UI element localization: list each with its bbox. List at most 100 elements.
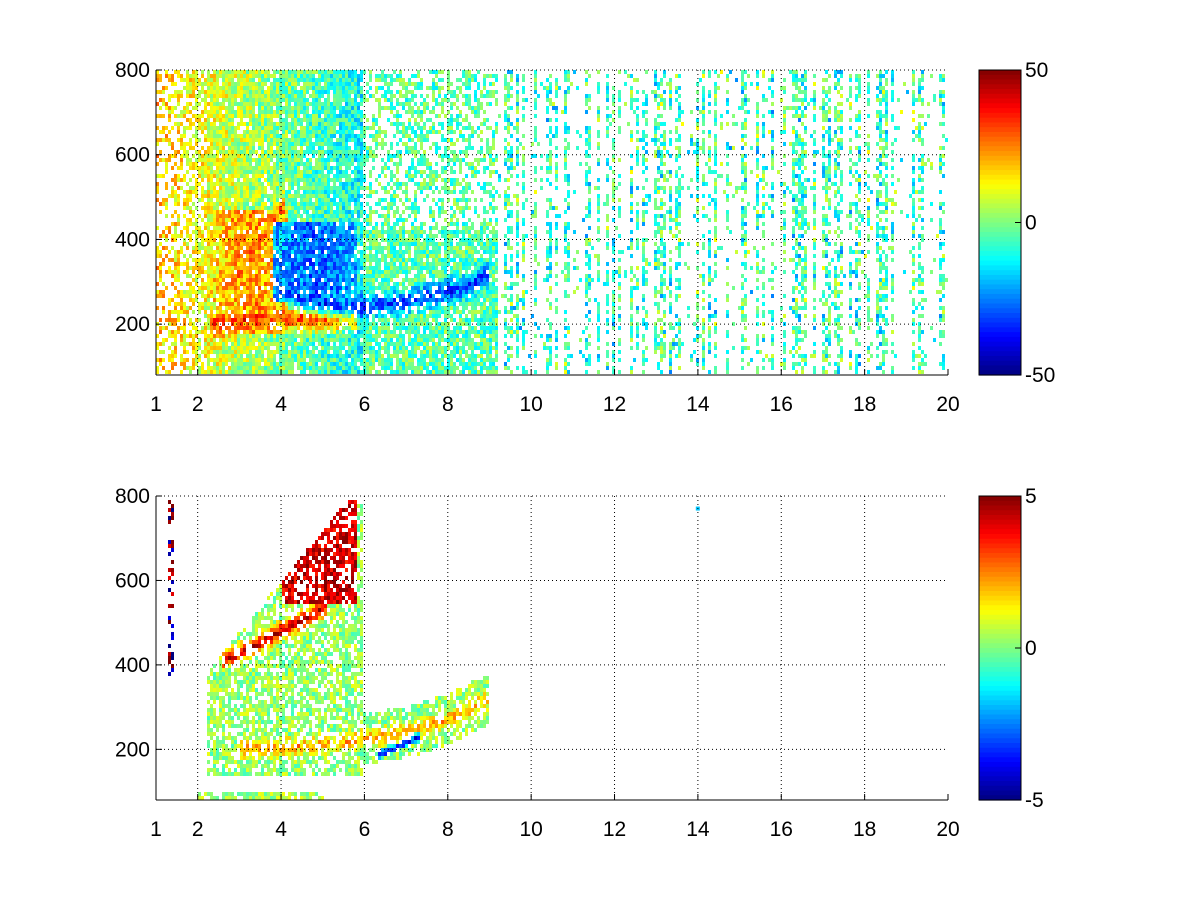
heatmap-cell xyxy=(198,226,201,230)
heatmap-cell xyxy=(186,246,189,250)
heatmap-cell xyxy=(315,134,318,138)
heatmap-cell xyxy=(348,274,351,278)
heatmap-cell xyxy=(240,106,243,110)
heatmap-cell xyxy=(378,106,381,110)
heatmap-cell xyxy=(291,298,294,302)
heatmap-cell xyxy=(249,294,252,298)
heatmap-cell xyxy=(381,130,384,134)
heatmap-cell xyxy=(357,126,360,130)
heatmap-cell xyxy=(273,238,276,242)
heatmap-cell xyxy=(303,266,306,270)
heatmap-cell xyxy=(228,234,231,238)
heatmap-cell xyxy=(327,306,330,310)
heatmap-cell xyxy=(249,278,252,282)
heatmap-cell xyxy=(156,342,159,346)
heatmap-cell xyxy=(327,274,330,278)
heatmap-cell xyxy=(357,186,360,190)
heatmap-cell xyxy=(363,302,366,306)
heatmap-cell xyxy=(243,330,246,334)
heatmap-cell xyxy=(342,182,345,186)
heatmap-cell xyxy=(291,206,294,210)
heatmap-cell xyxy=(348,206,351,210)
heatmap-cell xyxy=(213,362,216,366)
heatmap-cell xyxy=(333,218,336,222)
heatmap-cell xyxy=(258,254,261,258)
heatmap-cell xyxy=(288,350,291,354)
heatmap-cell xyxy=(168,250,171,254)
heatmap-cell xyxy=(375,230,378,234)
heatmap-cell xyxy=(315,178,318,182)
heatmap-cell xyxy=(252,114,255,118)
heatmap-cell xyxy=(282,294,285,298)
heatmap-cell xyxy=(309,162,312,166)
heatmap-cell xyxy=(378,270,381,274)
heatmap-cell xyxy=(222,334,225,338)
heatmap-cell xyxy=(393,106,396,110)
heatmap-cell xyxy=(375,334,378,338)
heatmap-cell xyxy=(252,138,255,142)
heatmap-cell xyxy=(240,154,243,158)
heatmap-cell xyxy=(231,338,234,342)
heatmap-cell xyxy=(288,334,291,338)
heatmap-cell xyxy=(249,138,252,142)
heatmap-cell xyxy=(366,298,369,302)
heatmap-cell xyxy=(387,326,390,330)
heatmap-cell xyxy=(300,262,303,266)
heatmap-cell xyxy=(204,122,207,126)
heatmap-cell xyxy=(312,110,315,114)
heatmap-cell xyxy=(321,298,324,302)
heatmap-cell xyxy=(309,146,312,150)
heatmap-cell xyxy=(207,258,210,262)
heatmap-cell xyxy=(363,262,366,266)
heatmap-cell xyxy=(231,366,234,370)
heatmap-cell xyxy=(249,254,252,258)
heatmap-cell xyxy=(318,230,321,234)
heatmap-cell xyxy=(327,226,330,230)
heatmap-cell xyxy=(297,298,300,302)
heatmap-cell xyxy=(171,234,174,238)
heatmap-cell xyxy=(297,82,300,86)
heatmap-cell xyxy=(207,234,210,238)
heatmap-cell xyxy=(279,146,282,150)
heatmap-cell xyxy=(225,262,228,266)
heatmap-cell xyxy=(357,178,360,182)
heatmap-cell xyxy=(378,214,381,218)
heatmap-cell xyxy=(261,246,264,250)
heatmap-cell xyxy=(348,78,351,82)
heatmap-cell xyxy=(297,118,300,122)
heatmap-cell xyxy=(222,310,225,314)
heatmap-cell xyxy=(270,214,273,218)
heatmap-cell xyxy=(255,334,258,338)
heatmap-cell xyxy=(282,338,285,342)
heatmap-cell xyxy=(309,254,312,258)
heatmap-cell xyxy=(390,338,393,342)
heatmap-cell xyxy=(267,90,270,94)
heatmap-cell xyxy=(384,362,387,366)
heatmap-cell xyxy=(270,98,273,102)
heatmap-cell xyxy=(390,110,393,114)
heatmap-cell xyxy=(264,94,267,98)
heatmap-cell xyxy=(360,110,363,114)
heatmap-cell xyxy=(252,94,255,98)
heatmap-cell xyxy=(363,290,366,294)
heatmap-cell xyxy=(306,222,309,226)
heatmap-cell xyxy=(171,358,174,362)
heatmap-cell xyxy=(300,206,303,210)
heatmap-cell xyxy=(255,178,258,182)
heatmap-cell xyxy=(183,150,186,154)
heatmap-cell xyxy=(285,270,288,274)
heatmap-cell xyxy=(360,118,363,122)
heatmap-cell xyxy=(213,126,216,130)
heatmap-cell xyxy=(387,282,390,286)
heatmap-cell xyxy=(360,358,363,362)
heatmap-cell xyxy=(258,286,261,290)
heatmap-cell xyxy=(315,290,318,294)
heatmap-cell xyxy=(357,138,360,142)
heatmap-cell xyxy=(216,290,219,294)
heatmap-cell xyxy=(348,310,351,314)
heatmap-cell xyxy=(381,278,384,282)
heatmap-cell xyxy=(306,162,309,166)
heatmap-cell xyxy=(288,298,291,302)
heatmap-cell xyxy=(219,126,222,130)
heatmap-cell xyxy=(255,330,258,334)
